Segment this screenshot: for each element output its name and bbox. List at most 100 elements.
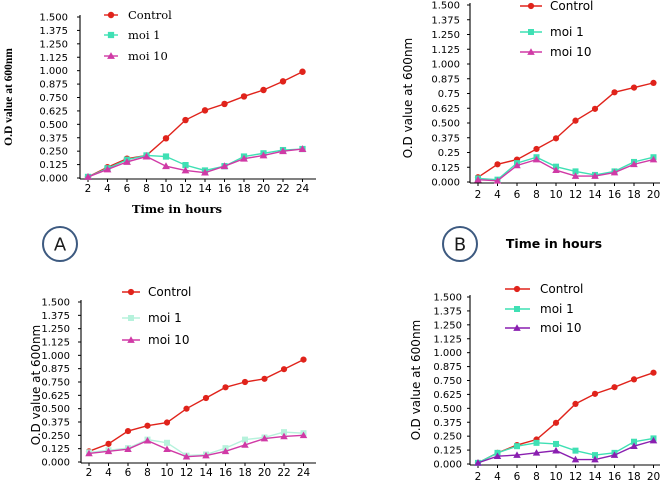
- panel-d-legend-moi-1-label: moi 1: [540, 302, 574, 316]
- panel-c-series-control-line: [88, 358, 304, 452]
- panel-a-badge: A: [42, 226, 78, 262]
- panel-d-series-control-point: [611, 384, 618, 391]
- panel-a-series-moi-10-line: [87, 148, 303, 178]
- panel-d-legend-moi-1-marker: [514, 306, 520, 312]
- panel-b-series-control-point: [591, 105, 599, 112]
- panel-d-x-tick-label: 18: [627, 471, 640, 483]
- panel-a-legend-moi-1-marker: [107, 31, 115, 39]
- panel-c-series-moi-1-line: [88, 431, 304, 457]
- panel-c-x-tick-label: 24: [297, 467, 311, 479]
- panel-d-series-moi-10-point: [474, 459, 482, 466]
- panel-b-series-moi-10-point: [591, 172, 599, 179]
- panel-d-y-tick-label: 0.000: [433, 460, 462, 471]
- panel-b-y-tick-label: 0.375: [431, 133, 460, 144]
- panel-d-series-moi-10-point: [630, 442, 638, 449]
- panel-b-series-moi-10-point: [630, 160, 638, 168]
- panel-c-x-tick-label: 4: [105, 467, 112, 479]
- panel-c-series-moi-10-point: [202, 451, 210, 459]
- panel-d-x-tick-label: 6: [514, 471, 521, 483]
- panel-c-series-control-point: [241, 378, 249, 386]
- panel-c-series-control-point: [202, 394, 210, 402]
- panel-b-x-tick-label: 16: [608, 189, 622, 201]
- panel-c-y-tick-label: 1.250: [41, 324, 70, 335]
- panel-d-x-tick-label: 2: [475, 471, 482, 483]
- panel-c-series-control-point: [105, 440, 112, 447]
- panel-a-x-tick-label: 2: [85, 183, 92, 195]
- panel-d-y-tick-label: 0.125: [433, 446, 462, 457]
- panel-b-series-moi-10-point: [610, 168, 619, 176]
- panel-c-series-moi-1-point: [242, 436, 248, 443]
- panel-d-y-tick-label: 0.500: [433, 404, 462, 415]
- panel-c-series-control-point: [124, 427, 132, 435]
- panel-d-series-control-point: [572, 400, 579, 407]
- panel-b-badge-label: B: [454, 235, 466, 256]
- panel-c-y-tick-label: 0.875: [41, 364, 70, 375]
- panel-c-series-moi-10-point: [221, 447, 230, 455]
- panel-a-legend-moi-1-label: moi 1: [128, 28, 160, 42]
- panel-b-x-tick-label: 18: [627, 189, 640, 201]
- panel-a: 0.000 0.125 0.250 0.375 0.500 0.625 0.750 0.875…: [3, 8, 316, 262]
- panel-d-y-tick-label: 1.250: [433, 320, 462, 331]
- panel-b-x-tick-label: 6: [514, 189, 521, 201]
- panel-d: 0.000 0.125 0.250 0.375 0.500 0.625 0.750 0.875…: [409, 282, 660, 483]
- panel-c-series-control-point: [183, 405, 190, 412]
- panel-d-y-tick-label: 1.375: [433, 306, 462, 317]
- panel-a-series-moi-10-point: [142, 152, 151, 160]
- panel-d-series-moi-10-line: [477, 439, 654, 464]
- panel-b-y-tick-label: 0.25: [438, 148, 460, 159]
- panel-c-y-tick-label: 1.500: [41, 298, 70, 309]
- panel-c-legend-moi-10-marker: [127, 336, 135, 343]
- panel-c-series-moi-10-point: [85, 449, 93, 457]
- panel-c-series-control-point: [280, 366, 288, 373]
- panel-c-x-tick-label: 16: [219, 467, 233, 479]
- panel-c-x-tick-label: 14: [199, 467, 213, 479]
- panel-a-series-control-point: [299, 68, 306, 75]
- panel-d-series-moi-10-point: [610, 451, 619, 458]
- panel-b-y-tick-label: 1.250: [431, 30, 460, 41]
- panel-b-series-moi-1-line: [477, 156, 654, 181]
- panel-d-series-moi-10-point: [552, 446, 560, 454]
- panel-d-y-tick-label: 0.750: [433, 376, 462, 387]
- panel-a-y-tick-label: 0.000: [39, 174, 68, 185]
- panel-b-series-moi-10-point: [532, 155, 541, 163]
- panel-a-badge-circle: [42, 226, 78, 262]
- panel-b-series-control-line: [477, 82, 654, 178]
- panel-d-x-tick-label: 10: [549, 471, 562, 483]
- panel-d-series-control-point: [650, 369, 657, 376]
- panel-c-series-control-point: [144, 422, 151, 429]
- panel-b-y-tick-label: 0.125: [431, 163, 460, 174]
- panel-c-y-tick-label: 0.125: [41, 444, 70, 455]
- panel-a-y-tick-label: 0.875: [39, 80, 68, 91]
- panel-b-y-tick-label: 0.000: [431, 178, 460, 189]
- panel-a-y-tick-label: 1.250: [39, 39, 68, 50]
- panel-d-series-moi-10-point: [513, 451, 521, 458]
- panel-a-series-moi-10-point: [181, 166, 190, 174]
- panel-a-x-tick-label: 12: [179, 183, 192, 195]
- panel-a-x-tick-label: 14: [198, 183, 212, 195]
- panel-c-x-tick-label: 12: [180, 467, 193, 479]
- panel-c-legend-moi-10-label: moi 10: [148, 333, 189, 347]
- panel-a-series-moi-10-point: [220, 162, 229, 170]
- panel-d-legend-control-label: Control: [540, 282, 583, 296]
- panel-c-series-moi-1-point: [164, 439, 170, 446]
- panel-a-x-tick-label: 6: [124, 183, 131, 195]
- panel-a-y-tick-label: 0.500: [39, 120, 68, 131]
- panel-d-x-tick-label: 16: [608, 471, 622, 483]
- panel-c-y-tick-label: 0.000: [41, 458, 70, 469]
- panel-d-x-tick-label: 20: [647, 471, 660, 483]
- panel-a-series-moi-10-point: [279, 147, 287, 155]
- panel-c-y-tick-label: 1.000: [41, 351, 70, 362]
- panel-c-y-tick-label: 0.375: [41, 418, 70, 429]
- panel-c-series-moi-10-point: [280, 432, 288, 440]
- panel-b-y-tick-label: 1.125: [431, 45, 460, 56]
- panel-c-y-axis-label: O.D value at 600nm: [29, 325, 43, 446]
- panel-b-y-tick-label: 1.000: [431, 60, 460, 71]
- panel-b-series-control-point: [630, 84, 638, 91]
- panel-a-y-tick-label: 1.000: [39, 66, 68, 77]
- panel-d-series-moi-10-point: [571, 455, 580, 463]
- panel-a-series-control-point: [279, 78, 287, 85]
- panel-c-x-tick-label: 22: [277, 467, 290, 479]
- panel-d-series-moi-1-point: [514, 443, 520, 450]
- panel-b-badge: B: [442, 226, 478, 262]
- panel-d-legend-moi-10-marker: [513, 324, 521, 331]
